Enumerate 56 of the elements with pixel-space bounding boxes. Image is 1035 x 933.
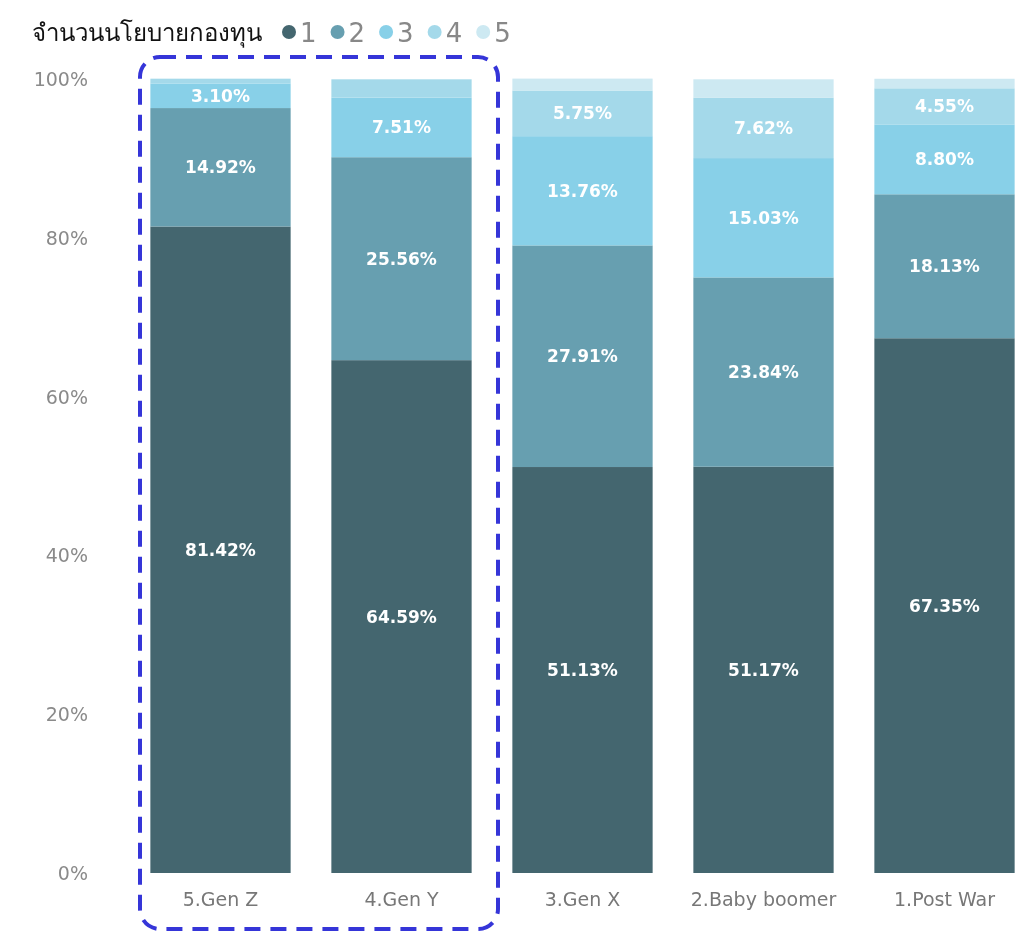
data-label: 81.42%	[185, 539, 256, 560]
legend-label: 2	[348, 18, 366, 48]
y-tick-label: 40%	[45, 544, 88, 567]
y-tick-label: 0%	[57, 862, 88, 884]
data-label: 15.03%	[728, 207, 799, 228]
bar	[693, 277, 834, 467]
bar	[512, 78, 653, 91]
bar	[874, 194, 1015, 339]
x-tick-label: 1.Post War	[894, 888, 996, 910]
bar	[331, 360, 472, 873]
x-tick-label: 2.Baby boomer	[690, 888, 837, 910]
bar	[331, 97, 472, 158]
data-label: 64.59%	[366, 606, 437, 627]
bar	[874, 78, 1015, 89]
data-label: 23.84%	[728, 362, 799, 383]
data-label: 67.35%	[909, 595, 980, 616]
bar	[331, 79, 472, 98]
data-label: 27.91%	[547, 346, 618, 367]
data-label: 51.17%	[728, 659, 799, 680]
bar	[874, 338, 1015, 873]
data-label: 7.51%	[372, 117, 431, 138]
bar	[512, 136, 653, 246]
legend-label: 1	[300, 18, 317, 48]
data-label: 51.13%	[547, 660, 618, 681]
bar	[874, 88, 1015, 125]
bar	[512, 90, 653, 137]
bar	[693, 97, 834, 159]
x-tick-label: 5.Gen Z	[182, 888, 259, 910]
legend-label: 4	[445, 18, 463, 48]
x-tick-label: 4.Gen Y	[364, 888, 439, 910]
bar	[693, 466, 834, 873]
bar	[512, 245, 653, 468]
data-label: 7.62%	[734, 117, 793, 138]
legend-label: 5	[494, 18, 511, 48]
x-tick-label: 3.Gen X	[544, 888, 621, 910]
y-tick-label: 100%	[33, 68, 88, 90]
bar	[150, 108, 291, 227]
y-tick-label: 60%	[45, 385, 88, 408]
data-label: 25.56%	[366, 248, 437, 269]
bar	[693, 79, 834, 98]
bar	[150, 226, 291, 873]
bar	[874, 124, 1015, 195]
data-label: 18.13%	[909, 256, 980, 277]
legend-label: 3	[397, 18, 414, 48]
y-tick-label: 80%	[45, 226, 88, 249]
data-label: 5.75%	[553, 103, 612, 124]
data-label: 14.92%	[185, 157, 256, 178]
y-tick-label: 20%	[45, 703, 88, 726]
data-label: 8.80%	[915, 149, 974, 170]
data-label: 3.10%	[191, 85, 250, 106]
legend-title: จำนวนนโยบายกองทุน	[32, 19, 262, 48]
bar	[331, 157, 472, 361]
data-label: 4.55%	[915, 96, 974, 117]
bar	[693, 158, 834, 278]
bar	[512, 467, 653, 873]
data-label: 13.76%	[547, 180, 618, 201]
